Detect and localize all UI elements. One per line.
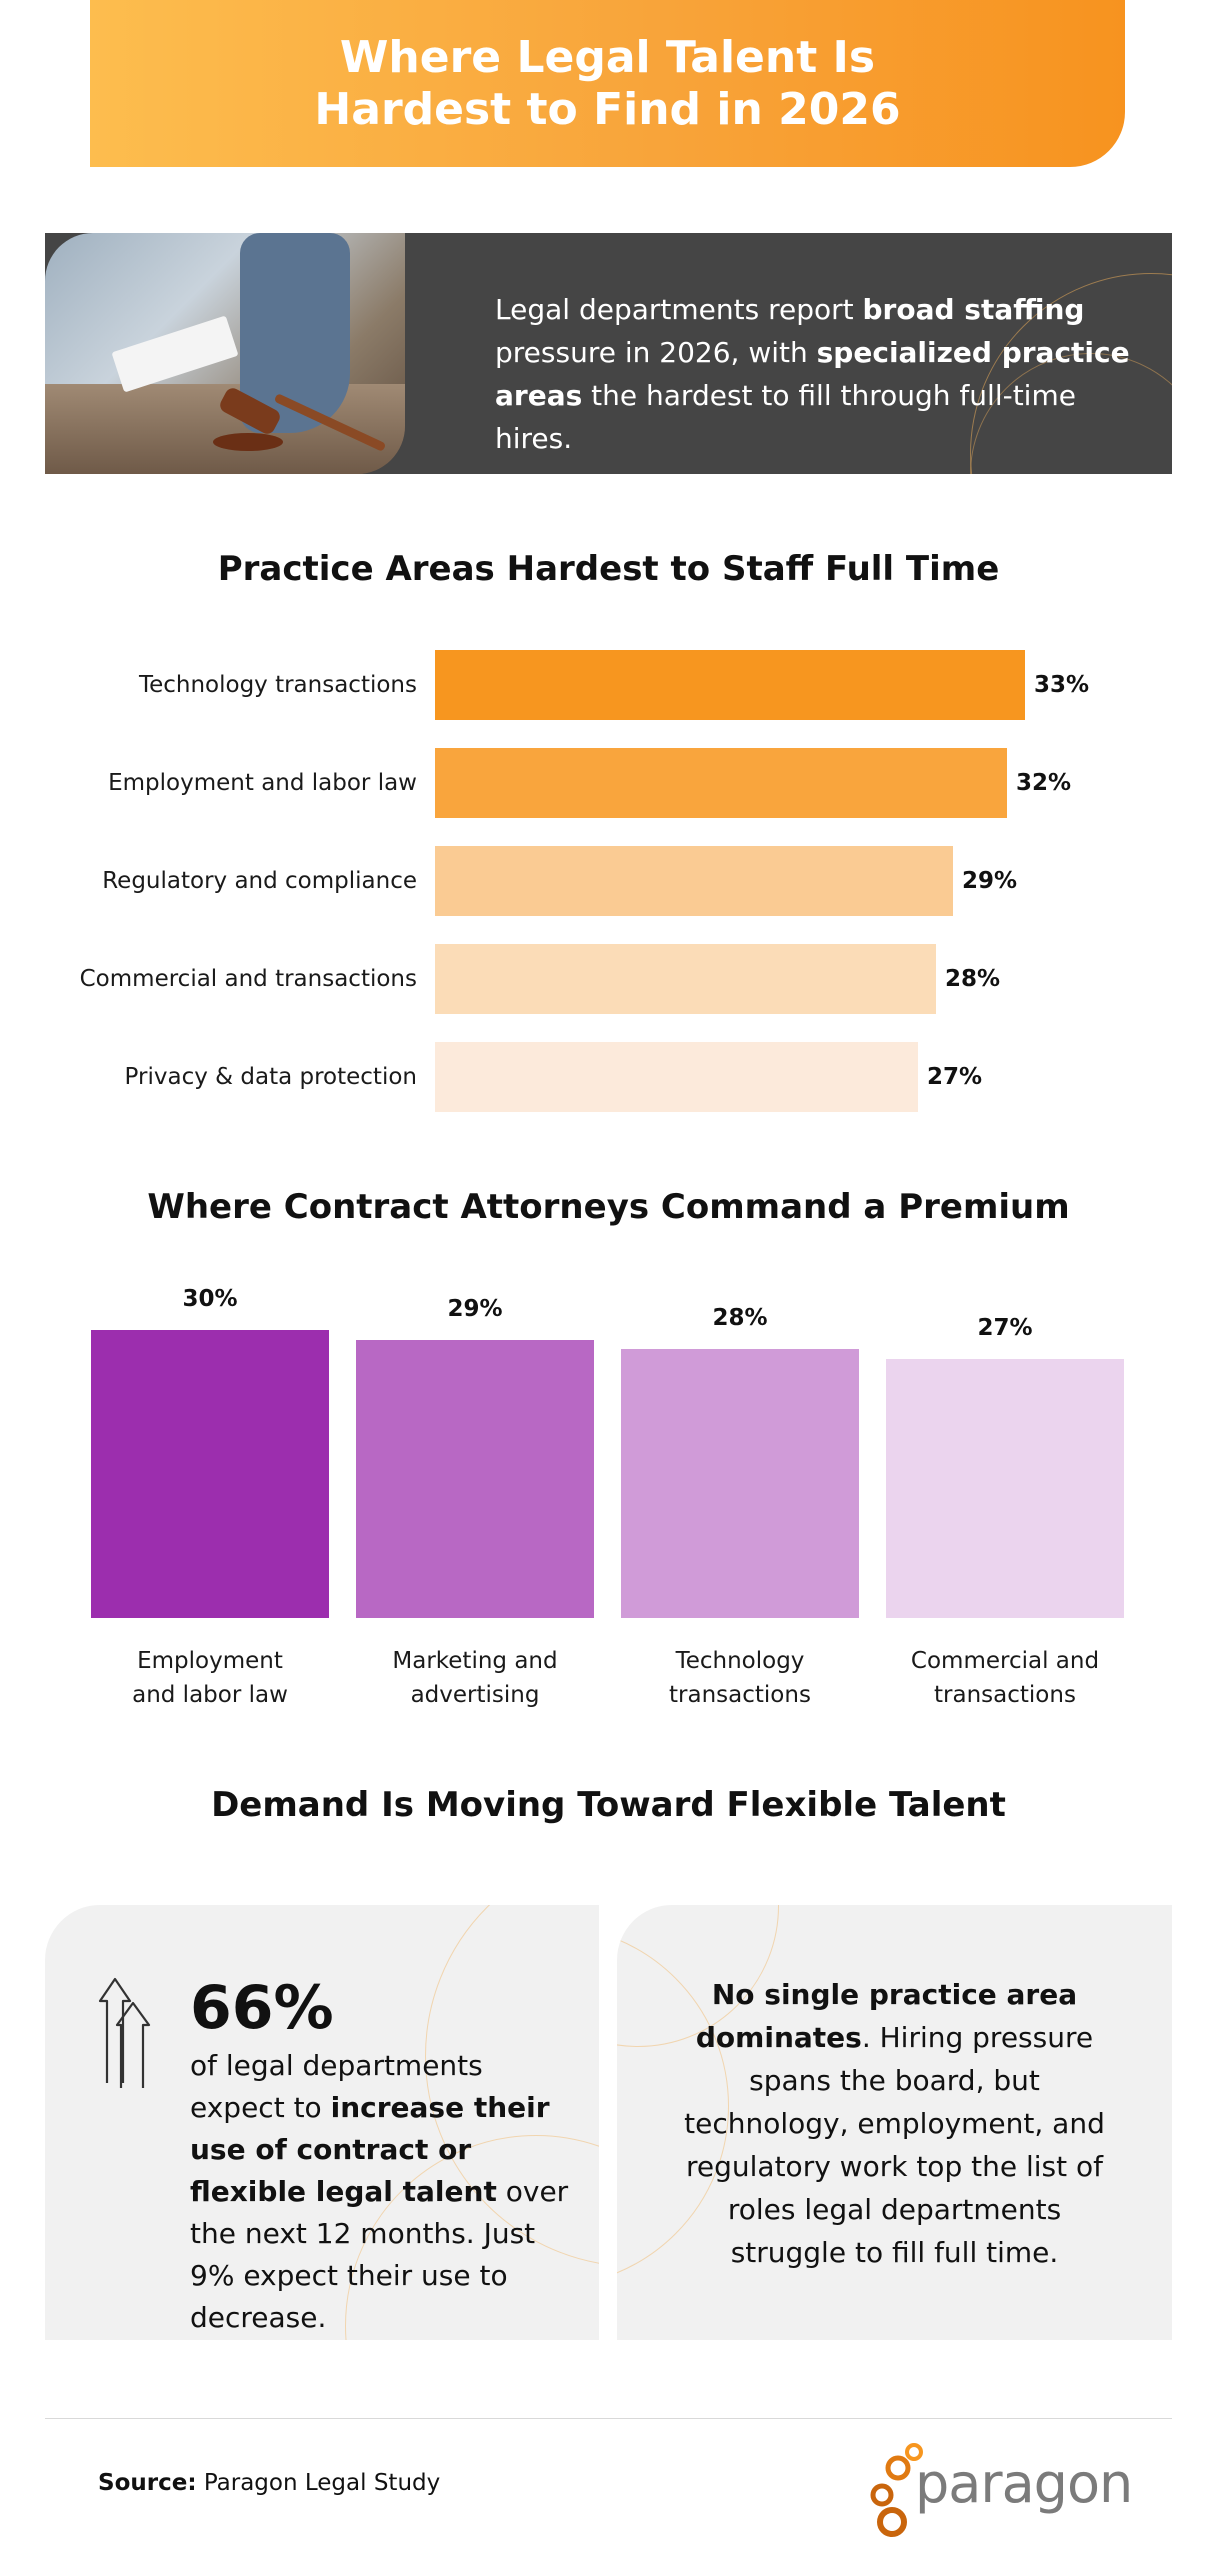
- text-run: over the next 12 months. Just 9% expect …: [190, 2175, 569, 2334]
- vbar-value-label: 28%: [712, 1305, 768, 1331]
- hbar-category-label: Employment and labor law: [108, 770, 417, 796]
- hbar-bar: [435, 1042, 918, 1112]
- hbar-value-label: 32%: [1016, 770, 1072, 796]
- hbar-bar: [435, 846, 953, 916]
- vbar-bar: [356, 1340, 594, 1618]
- text-run: of legal departments expect to: [190, 2049, 483, 2124]
- stat-description: of legal departments expect to increase …: [190, 2045, 580, 2339]
- hbar-row: Commercial and transactions 28%: [0, 944, 1217, 1014]
- vbar-bar: [886, 1359, 1124, 1618]
- hbar-value-label: 28%: [945, 966, 1001, 992]
- hbar-bar: [435, 748, 1007, 818]
- vbar-category-label: Employment and labor law: [132, 1648, 288, 1708]
- hbar-category-label: Technology transactions: [138, 672, 417, 698]
- insight-text: No single practice area dominates. Hirin…: [667, 1973, 1122, 2274]
- hbar-value-label: 33%: [1034, 672, 1090, 698]
- legal-photo: [45, 233, 405, 474]
- page-title: Where Legal Talent Is Hardest to Find in…: [314, 31, 901, 135]
- text-run: the hardest to fill through full-time hi…: [495, 379, 1076, 455]
- header-banner: Where Legal Talent Is Hardest to Find in…: [90, 0, 1125, 167]
- hbar-row: Employment and labor law 32%: [0, 748, 1217, 818]
- source-label: Source:: [98, 2470, 197, 2496]
- vbar-bar: [91, 1330, 329, 1618]
- vbar-value-label: 27%: [977, 1315, 1033, 1341]
- vbar-value-label: 30%: [182, 1286, 238, 1312]
- vbar-category-label: Marketing and advertising: [392, 1648, 558, 1708]
- hbar-value-label: 27%: [927, 1064, 983, 1090]
- text-run: No single practice area dominates: [695, 1978, 1078, 2054]
- intro-panel: Legal departments report broad staffing …: [45, 233, 1172, 474]
- text-run: . Hiring pressure spans the board, but t…: [684, 2021, 1105, 2269]
- hbar-category-label: Privacy & data protection: [124, 1064, 417, 1090]
- source-text: Paragon Legal Study: [196, 2470, 441, 2496]
- logo-wordmark: paragon: [915, 2452, 1133, 2515]
- vbar-bar: [621, 1349, 859, 1618]
- double-up-arrow-icon: [98, 1977, 151, 2088]
- paragon-logo: paragon: [868, 2440, 1133, 2540]
- text-run: pressure in 2026, with: [495, 336, 817, 369]
- vbar-category-label: Commercial and transactions: [910, 1648, 1100, 1708]
- insight-card: No single practice area dominates. Hirin…: [617, 1905, 1172, 2340]
- source-note: Source: Paragon Legal Study: [98, 2470, 440, 2496]
- hbar-bar: [435, 650, 1025, 720]
- hbar-row: Privacy & data protection 27%: [0, 1042, 1217, 1112]
- hbar-bar: [435, 944, 936, 1014]
- intro-text: Legal departments report broad staffing …: [495, 288, 1155, 460]
- text-run: increase their use of contract or flexib…: [190, 2091, 550, 2208]
- hbar-value-label: 29%: [962, 868, 1018, 894]
- hbar-category-label: Regulatory and compliance: [102, 868, 417, 894]
- stat-card: 66% of legal departments expect to incre…: [45, 1905, 599, 2340]
- logo-mark-icon: [870, 2443, 923, 2537]
- vbar-chart-title: Where Contract Attorneys Command a Premi…: [147, 1187, 1070, 1227]
- text-run: specialized practice areas: [495, 336, 1130, 412]
- hbar-category-label: Commercial and transactions: [79, 966, 417, 992]
- hbar-row: Regulatory and compliance 29%: [0, 846, 1217, 916]
- vbar-value-label: 29%: [447, 1296, 503, 1322]
- vbar-category-label: Technology transactions: [669, 1648, 811, 1708]
- text-run: broad staffing: [862, 293, 1085, 326]
- text-run: Legal departments report: [495, 293, 863, 326]
- footer-divider: [45, 2418, 1172, 2419]
- stat-number: 66%: [190, 1973, 334, 2043]
- hbar-row: Technology transactions 33%: [0, 650, 1217, 720]
- flex-section-title: Demand Is Moving Toward Flexible Talent: [211, 1785, 1006, 1825]
- hbar-chart-title: Practice Areas Hardest to Staff Full Tim…: [217, 549, 1000, 589]
